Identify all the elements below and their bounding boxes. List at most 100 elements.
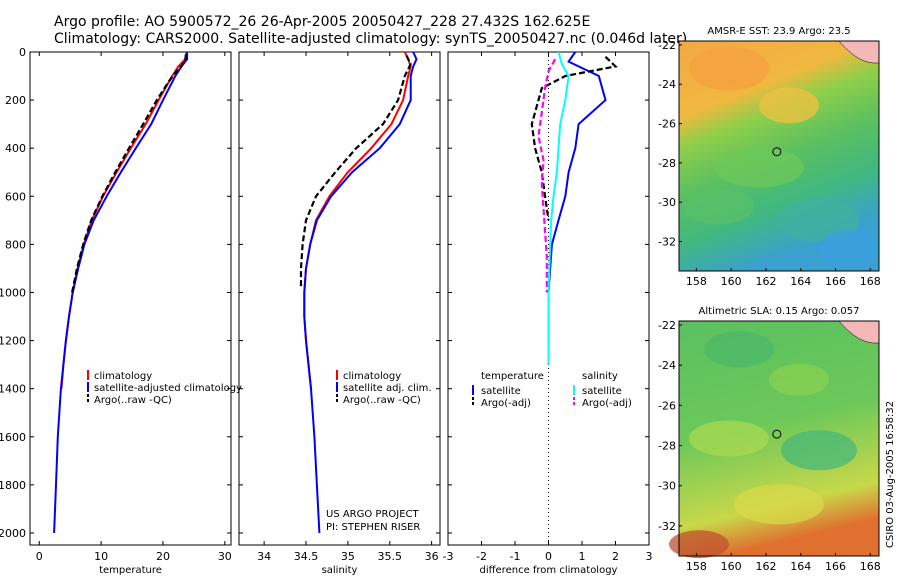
difference-legend-label: satellite — [582, 386, 622, 397]
sla_map-xtick-label: 166 — [825, 560, 846, 573]
sst_map-texture-blob — [689, 46, 769, 91]
sst_map-texture-blob — [759, 87, 819, 124]
depth-tick-label: 800 — [5, 238, 26, 251]
temperature-plot-frame — [29, 51, 232, 546]
sst_map-ytick-label: -28 — [658, 157, 676, 170]
sla_map-ytick-label: -24 — [658, 359, 676, 372]
sla_map-ytick-label: -30 — [658, 480, 676, 493]
depth-tick-label: 400 — [5, 142, 26, 155]
depth-tick-label: 600 — [5, 190, 26, 203]
depth-tick-label: 1400 — [0, 383, 26, 396]
sst_map-xtick-label: 160 — [721, 275, 742, 288]
depth-tick-label: 200 — [5, 94, 26, 107]
sst_map-title: AMSR-E SST: 23.9 Argo: 23.5 — [707, 26, 850, 37]
sla_map-texture-blob — [769, 363, 829, 396]
footer-pi: PI: STEPHEN RISER — [326, 522, 420, 533]
difference-series-line — [530, 56, 618, 221]
difference-xtick-label: 0 — [545, 550, 552, 563]
sst_map-ytick-label: -22 — [658, 39, 676, 52]
difference-xtick-label: -2 — [476, 550, 487, 563]
sst_map-texture-blob — [714, 147, 804, 188]
legend-salinity-header: salinity — [582, 371, 618, 382]
sla_map-xtick-label: 164 — [790, 560, 811, 573]
figure-title-line2: Climatology: CARS2000. Satellite-adjuste… — [54, 31, 688, 47]
salinity-legend-label: climatology — [343, 371, 401, 382]
sst_map-ytick-label: -32 — [658, 236, 676, 249]
figure-title-line1: Argo profile: AO 5900572_26 26-Apr-2005 … — [54, 14, 591, 30]
salinity-xtick-label: 35 — [341, 550, 355, 563]
sst_map-frame — [678, 40, 880, 272]
salinity-legend-label: satellite adj. clim. — [343, 383, 432, 394]
sst_map-xtick-label: 168 — [860, 275, 881, 288]
sla_map-frame — [678, 320, 880, 557]
depth-tick-label: 1000 — [0, 286, 26, 299]
sla_map-argo-location-marker — [772, 429, 782, 439]
sst_map-texture-blob — [684, 188, 754, 225]
sla_map-ytick-label: -26 — [658, 399, 676, 412]
sst_map-xtick-label: 166 — [825, 275, 846, 288]
footer-project: US ARGO PROJECT — [326, 509, 420, 520]
sla_map-xtick-label: 160 — [721, 560, 742, 573]
salinity-plot-frame — [238, 51, 441, 546]
salinity-xtick-label: 34 — [257, 550, 271, 563]
temperature-xtick-label: 10 — [94, 550, 108, 563]
difference-xtick-label: 3 — [646, 550, 653, 563]
salinity-xtick-label: 36 — [425, 550, 439, 563]
sla_map-xtick-label: 162 — [755, 560, 776, 573]
difference-xtick-label: 1 — [579, 550, 586, 563]
depth-tick-label: 1200 — [0, 335, 26, 348]
sla_map-texture-blob — [669, 530, 729, 559]
temperature-xlabel: temperature — [99, 565, 162, 576]
temperature-xtick-label: 30 — [218, 550, 232, 563]
difference-series-line — [547, 51, 570, 365]
salinity-series-line — [303, 51, 418, 534]
sla_map-ytick-label: -28 — [658, 440, 676, 453]
difference-xtick-label: 2 — [612, 550, 619, 563]
sst_map-argo-location-marker — [772, 147, 782, 157]
difference-legend-label: satellite — [481, 386, 521, 397]
sla_map-texture-blob — [704, 331, 774, 368]
salinity-xlabel: salinity — [322, 565, 358, 576]
salinity-xtick-label: 34.5 — [294, 550, 319, 563]
sla_map-xtick-label: 168 — [860, 560, 881, 573]
sst_map-ytick-label: -26 — [658, 118, 676, 131]
salinity-legend-label: Argo(..raw -QC) — [343, 395, 421, 406]
difference-series-line — [537, 58, 557, 293]
temperature-series-line — [71, 54, 187, 293]
difference-legend-label: Argo(-adj) — [481, 398, 531, 409]
difference-legend-label: Argo(-adj) — [582, 398, 632, 409]
difference-xlabel: difference from climatology — [480, 565, 618, 576]
salinity-series-line — [303, 51, 412, 389]
sla_map-texture-blob — [781, 430, 857, 471]
sla_map-ytick-label: -32 — [658, 520, 676, 533]
sla_map-ytick-label: -22 — [658, 319, 676, 332]
sla_map-texture-blob — [689, 420, 769, 457]
legend-temperature-header: temperature — [481, 371, 544, 382]
sst_map-xtick-label: 164 — [790, 275, 811, 288]
sla_map-title: Altimetric SLA: 0.15 Argo: 0.057 — [699, 306, 860, 317]
salinity-xtick-label: 35.5 — [378, 550, 403, 563]
salinity-series-line — [299, 55, 412, 288]
sst_map-texture-blob — [819, 230, 879, 266]
depth-tick-label: 0 — [19, 46, 26, 59]
depth-tick-label: 2000 — [0, 527, 26, 540]
sla_map-texture-blob — [734, 484, 824, 525]
difference-xtick-label: -1 — [510, 550, 521, 563]
depth-tick-label: 1600 — [0, 431, 26, 444]
sst_map-ytick-label: -30 — [658, 196, 676, 209]
temperature-legend-label: satellite-adjusted climatology — [94, 383, 242, 394]
temperature-series-line — [60, 51, 188, 389]
sst_map-xtick-label: 162 — [755, 275, 776, 288]
difference-xtick-label: -3 — [443, 550, 454, 563]
difference-series-line — [547, 51, 607, 365]
sst_map-xtick-label: 158 — [686, 275, 707, 288]
temperature-legend-label: Argo(..raw -QC) — [94, 395, 172, 406]
sst_map-ytick-label: -24 — [658, 78, 676, 91]
depth-tick-label: 1800 — [0, 479, 26, 492]
temperature-xtick-label: 20 — [156, 550, 170, 563]
temperature-legend-label: climatology — [94, 371, 152, 382]
sla_map-xtick-label: 158 — [686, 560, 707, 573]
temperature-series-line — [53, 52, 189, 534]
